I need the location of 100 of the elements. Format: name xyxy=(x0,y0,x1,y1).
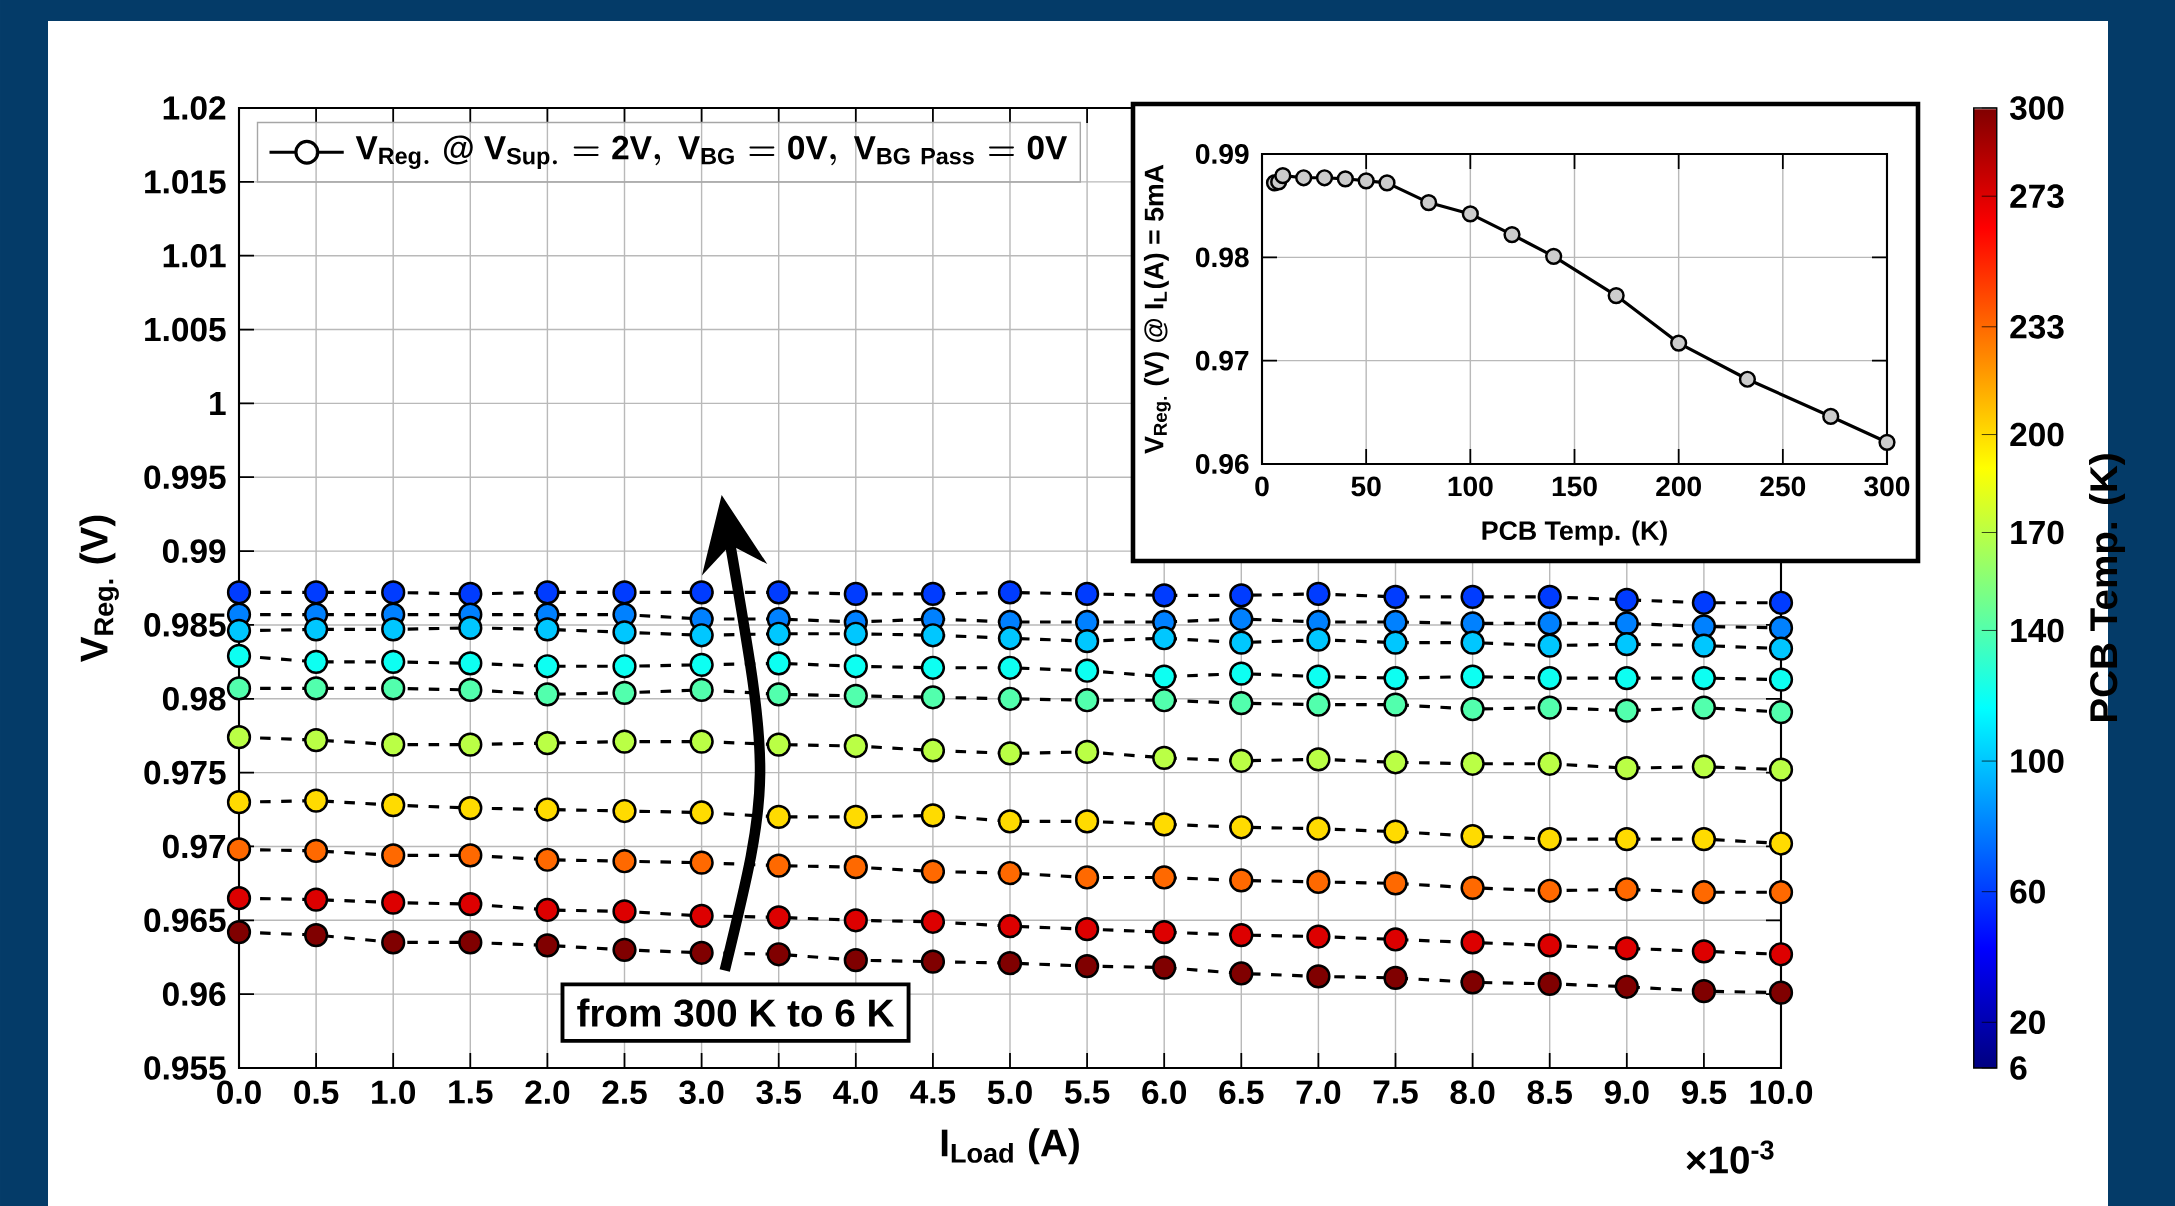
point xyxy=(766,651,791,676)
point xyxy=(1229,630,1254,655)
point xyxy=(1691,665,1717,691)
point xyxy=(226,725,252,750)
point xyxy=(1152,955,1177,980)
point xyxy=(920,685,946,710)
point xyxy=(1614,631,1639,657)
point xyxy=(226,837,252,862)
point xyxy=(1420,193,1438,212)
point xyxy=(1229,691,1254,716)
point xyxy=(1460,584,1485,609)
x-tick-label: 5.5 xyxy=(1064,1080,1110,1104)
point xyxy=(1768,699,1794,725)
y-tick-label: 0.96 xyxy=(1195,454,1249,474)
y-tick-label: 0.98 xyxy=(1195,247,1249,268)
y-tick-label: 0.97 xyxy=(1195,350,1249,371)
point xyxy=(920,803,946,828)
point xyxy=(766,682,791,707)
point xyxy=(1074,658,1100,683)
point xyxy=(1306,869,1331,895)
point xyxy=(1768,636,1794,661)
point xyxy=(303,922,329,948)
x-axis-title: I$_{Load}$ (A) xyxy=(941,1128,1079,1165)
color-bar-label: 300 xyxy=(2009,96,2064,120)
point xyxy=(1768,590,1794,615)
color-bar-label: 6 xyxy=(2010,1056,2027,1080)
point xyxy=(458,891,483,917)
point xyxy=(1383,630,1408,655)
point xyxy=(1383,584,1408,609)
point xyxy=(997,580,1023,605)
point xyxy=(1306,924,1331,949)
x-tick-label: 4.5 xyxy=(910,1080,956,1104)
point xyxy=(303,580,329,605)
x-tick-label: 0 xyxy=(1255,476,1269,497)
point xyxy=(535,580,560,605)
point xyxy=(1357,172,1375,190)
y-tick-label: 1.01 xyxy=(163,243,226,268)
point xyxy=(1306,692,1331,717)
point xyxy=(381,617,406,642)
point xyxy=(1460,630,1485,655)
color-bar-label: 140 xyxy=(2011,618,2064,643)
point xyxy=(1306,581,1331,607)
point xyxy=(1306,627,1331,652)
point xyxy=(843,855,868,880)
point xyxy=(1537,633,1562,658)
point xyxy=(843,908,868,933)
x-tick-label: 300 xyxy=(1864,476,1910,497)
point xyxy=(1691,633,1717,658)
legend-title: $\mathrm{V_{Reg.}\ @\ V_{Sup.} = 2V,\ V_{BG} = 0V,\ V_{BG\ Pass} = 0V}$ xyxy=(355,135,1068,170)
point xyxy=(1768,757,1794,782)
point xyxy=(1822,407,1840,426)
point xyxy=(689,850,714,875)
point xyxy=(1152,626,1177,651)
point xyxy=(843,804,868,830)
point xyxy=(1383,819,1408,844)
x-tick-label: 9.5 xyxy=(1681,1080,1727,1105)
point xyxy=(1229,748,1254,773)
point xyxy=(458,677,483,703)
point xyxy=(766,621,791,646)
point xyxy=(303,838,329,864)
point xyxy=(612,899,637,924)
point xyxy=(920,949,946,974)
y-tick-label: 0.97 xyxy=(162,834,226,859)
point xyxy=(1074,917,1100,942)
point xyxy=(1691,979,1717,1004)
point xyxy=(920,738,946,763)
point xyxy=(1461,205,1479,223)
point xyxy=(458,581,483,607)
x-tick-label: 2.0 xyxy=(525,1080,570,1105)
point xyxy=(226,790,252,815)
point xyxy=(1229,583,1254,608)
point xyxy=(1691,826,1717,852)
point xyxy=(303,728,329,753)
point xyxy=(1503,225,1521,244)
point xyxy=(226,676,252,701)
point xyxy=(303,676,329,701)
point xyxy=(1691,695,1717,720)
y-tick-label: 1.005 xyxy=(145,317,226,342)
point xyxy=(612,729,637,754)
point xyxy=(612,580,637,605)
point xyxy=(1383,692,1408,717)
point xyxy=(997,686,1023,711)
x-tick-label: 8.5 xyxy=(1527,1080,1572,1105)
point xyxy=(381,732,406,757)
x-tick-label: 1.5 xyxy=(449,1080,493,1104)
point xyxy=(1274,167,1292,185)
color-bar-label: 170 xyxy=(2011,520,2064,545)
color-bar-label: 60 xyxy=(2010,879,2045,904)
point xyxy=(843,581,868,607)
point xyxy=(303,617,329,642)
y-axis-title: V$_{Reg.}$ (V) xyxy=(79,515,119,662)
x-tick-label: 2.5 xyxy=(602,1080,647,1105)
point xyxy=(1691,754,1717,779)
point xyxy=(1383,871,1408,896)
point xyxy=(1768,667,1794,692)
point xyxy=(766,580,791,605)
point xyxy=(612,654,637,679)
color-bar-label: 200 xyxy=(2010,422,2064,447)
point xyxy=(843,733,868,759)
y-tick-label: 0.96 xyxy=(162,982,226,1006)
